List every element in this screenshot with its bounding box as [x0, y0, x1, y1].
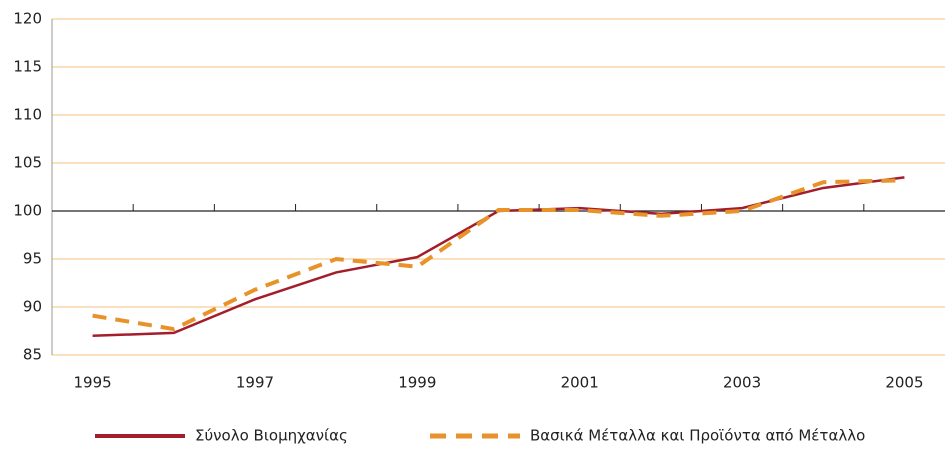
- y-tick-label: 110: [13, 106, 42, 124]
- series-line: [92, 176, 905, 338]
- x-tick-label: 1997: [236, 374, 274, 392]
- x-tick-label: 2005: [885, 374, 923, 392]
- x-tick-label: 1995: [73, 374, 111, 392]
- y-tick-label: 95: [23, 250, 42, 268]
- x-tick-label: 2001: [561, 374, 599, 392]
- y-tick-label: 85: [23, 346, 42, 364]
- y-tick-label: 100: [13, 202, 42, 220]
- y-tick-label: 120: [13, 10, 42, 28]
- x-tick-label: 2003: [723, 374, 761, 392]
- y-tick-label: 90: [23, 298, 42, 316]
- series-line: [92, 178, 905, 332]
- legend-label: Βασικά Μέταλλα και Προϊόντα από Μέταλλο: [530, 427, 865, 445]
- legend-label: Σύνολο Βιομηχανίας: [195, 427, 348, 445]
- y-tick-label: 115: [13, 58, 42, 76]
- x-tick-label: 1999: [398, 374, 436, 392]
- y-tick-label: 105: [13, 154, 42, 172]
